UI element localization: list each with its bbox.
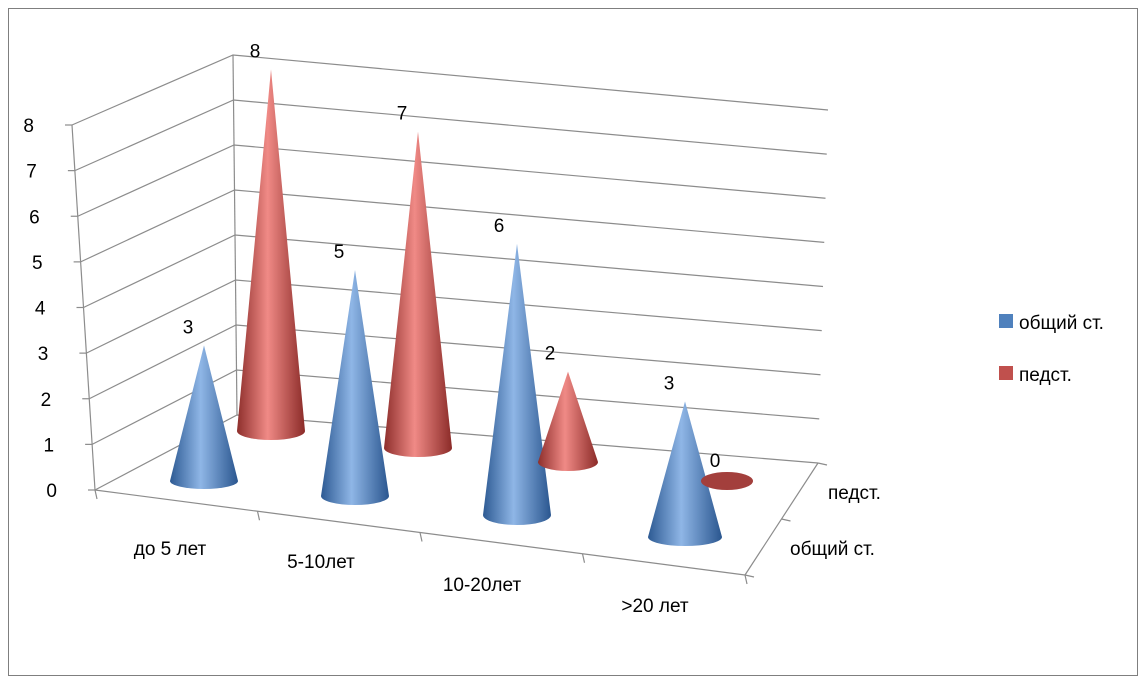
- gridline: [86, 279, 822, 354]
- data-label: 5: [334, 242, 345, 263]
- y-tick-label: 2: [41, 390, 52, 411]
- depth-tick: [781, 518, 791, 522]
- depth-tick: [744, 574, 755, 578]
- cone-general-2: [483, 243, 551, 526]
- y-tick-label: 0: [46, 481, 57, 502]
- data-label: 7: [397, 104, 408, 125]
- data-label: 8: [250, 41, 261, 62]
- y-tick-label: 7: [26, 162, 37, 183]
- cone-ped-0: [237, 69, 305, 441]
- legend-label: общий ст.: [1019, 313, 1104, 334]
- depth-label: общий ст.: [790, 539, 875, 560]
- gridline: [74, 99, 827, 172]
- gridline: [80, 189, 825, 263]
- x-tick: [94, 489, 98, 500]
- cone-ped-3: [701, 472, 753, 490]
- axes: [65, 124, 828, 585]
- legend: общий ст. педст.: [999, 313, 1104, 386]
- x-tick: [256, 511, 261, 521]
- legend-label: педст.: [1019, 365, 1072, 386]
- category-label: до 5 лет: [134, 539, 207, 560]
- depth-tick: [817, 462, 828, 466]
- legend-swatch: [999, 366, 1013, 380]
- data-label: 2: [545, 344, 556, 365]
- category-label: 10-20лет: [443, 575, 522, 596]
- x-tick: [744, 574, 748, 585]
- gridline: [71, 54, 829, 126]
- gridline: [77, 144, 826, 217]
- chart-frame: [8, 8, 1138, 676]
- category-label: 5-10лет: [287, 552, 355, 573]
- cone-general-0: [170, 345, 238, 489]
- y-tick-label: 6: [29, 207, 40, 228]
- y-tick-label: 5: [32, 253, 43, 274]
- labels: 0 1 2 3 4 5 6 7 8 до 5 лет 5-10лет 10-20лет >20 лет п…: [23, 41, 880, 617]
- gridline: [83, 234, 824, 309]
- back-left-edge: [232, 54, 238, 416]
- cone-general-3: [648, 401, 722, 546]
- legend-swatch: [999, 314, 1013, 328]
- y-tick-label: 3: [38, 344, 49, 365]
- cone-ped-2: [538, 371, 598, 471]
- cone-ped-1: [384, 131, 452, 457]
- cones: [170, 69, 753, 546]
- cone-general-1: [321, 270, 389, 505]
- category-label: >20 лет: [621, 596, 689, 617]
- y-tick-label: 4: [35, 299, 46, 320]
- depth-label: педст.: [828, 483, 881, 504]
- x-tick: [419, 532, 423, 542]
- y-tick-label: 8: [23, 116, 34, 137]
- data-label: 6: [494, 216, 505, 237]
- data-label: 3: [183, 317, 194, 338]
- x-tick: [581, 553, 586, 563]
- data-label: 0: [710, 451, 721, 472]
- gridlines: [71, 54, 829, 491]
- y-tick-label: 1: [44, 435, 55, 456]
- data-label: 3: [664, 373, 675, 394]
